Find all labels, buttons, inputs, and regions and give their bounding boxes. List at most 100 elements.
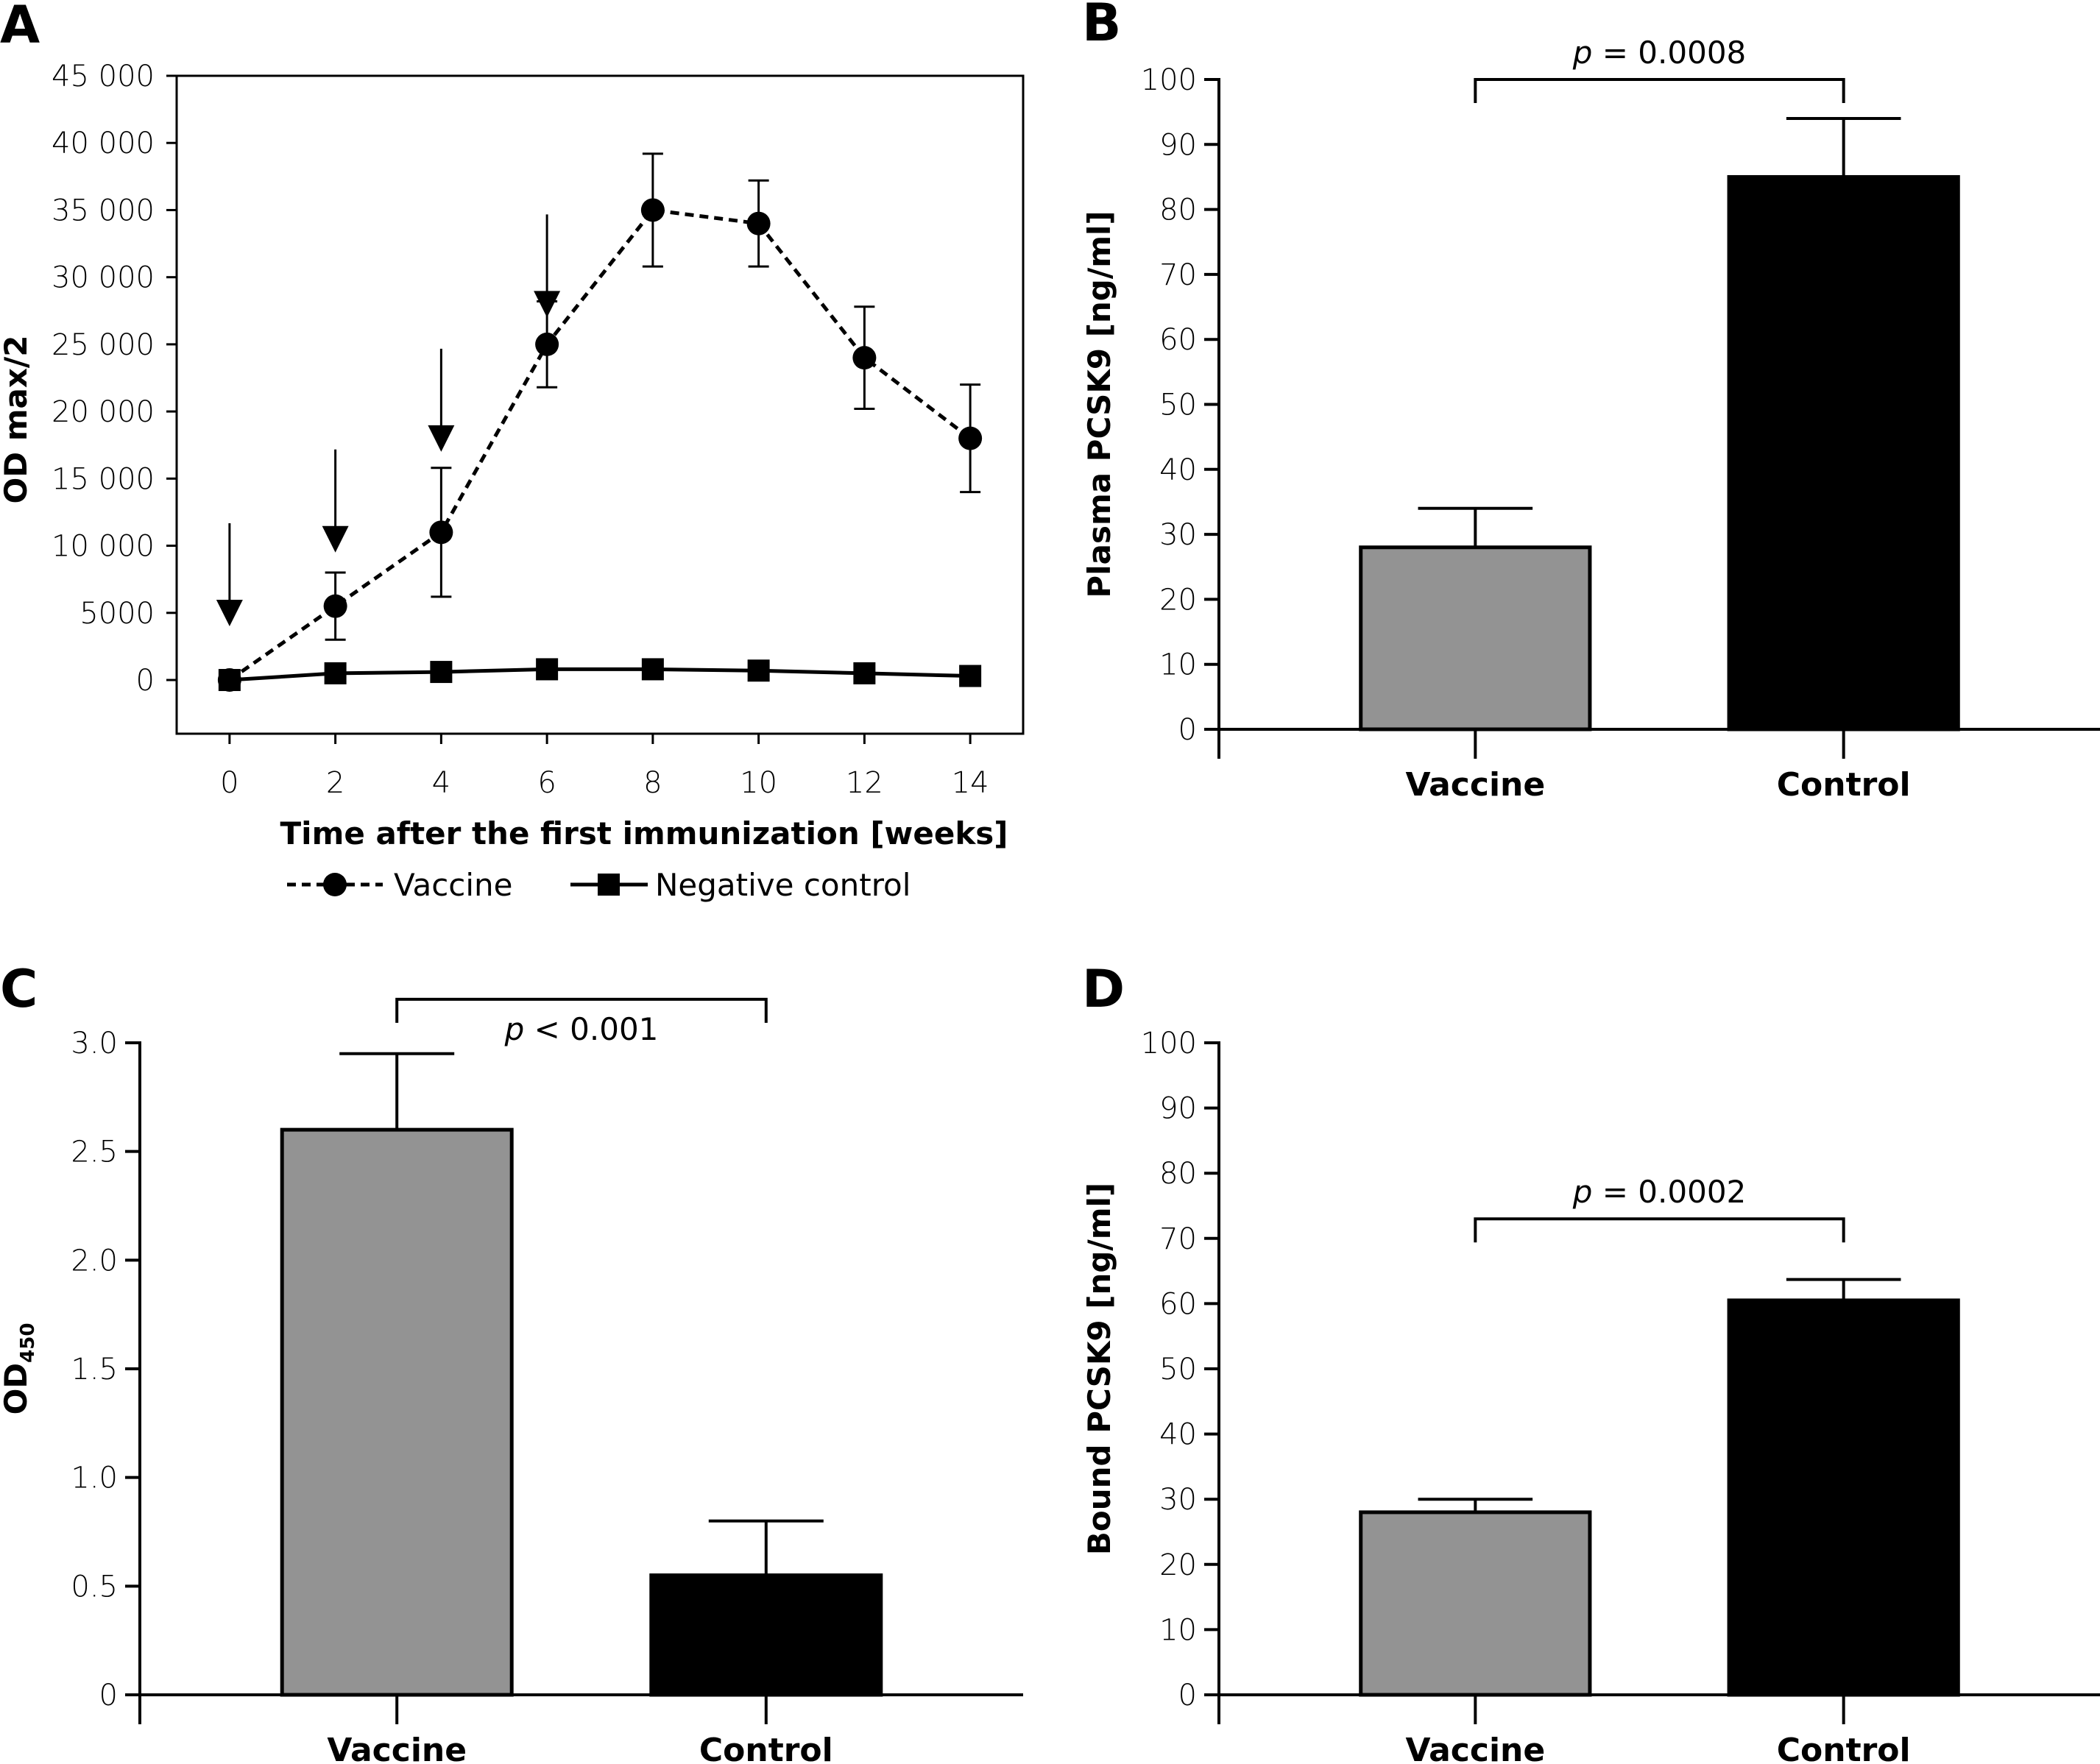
y-tick-label: 45 000	[52, 60, 155, 93]
y-tick-label: 30 000	[52, 261, 155, 295]
immunization-arrow-head	[428, 425, 455, 452]
vaccine-point	[746, 211, 771, 235]
y-tick-label: 2.5	[71, 1136, 118, 1169]
y-tick-label: 3.0	[71, 1027, 118, 1060]
y-tick-label: 25 000	[52, 328, 155, 362]
panel-label-a: A	[0, 0, 40, 55]
y-tick-label: 40	[1159, 1418, 1197, 1452]
y-tick-label: 0	[1178, 1679, 1197, 1712]
p-value-text: < 0.001	[524, 1011, 658, 1047]
bar-vaccine	[280, 1127, 514, 1697]
p-symbol: p	[1572, 35, 1593, 71]
vaccine-point	[535, 332, 559, 356]
panel-b: B 0 10 20 30 40 50 60 70 80 90 100 Vaccine Control p =…	[1081, 0, 2100, 804]
negative-control-point	[747, 659, 770, 682]
vaccine-line	[228, 208, 972, 682]
bar-control	[649, 1573, 883, 1697]
y-axis-label: Bound PCSK9 [ng/ml]	[1081, 1183, 1117, 1555]
negative-control-point	[218, 669, 241, 692]
x-tick-label-vaccine: Vaccine	[1405, 766, 1545, 804]
x-tick-label-control: Control	[699, 1732, 833, 1764]
y-tick-label: 35 000	[52, 194, 155, 227]
y-axis-label: OD max/2	[0, 336, 34, 504]
p-symbol: p	[1572, 1174, 1593, 1210]
y-tick-label: 90	[1159, 1092, 1197, 1126]
legend-control-marker	[598, 874, 620, 896]
y-tick-label: 80	[1159, 1157, 1197, 1191]
negative-control-point	[430, 661, 453, 684]
y-tick-label: 90	[1159, 128, 1197, 162]
panel-label-b: B	[1082, 0, 1121, 53]
y-tick-label: 10 000	[52, 530, 155, 564]
y-tick-label: 70	[1159, 1222, 1197, 1256]
y-tick-label: 20 000	[52, 395, 155, 429]
plot-frame	[175, 74, 1025, 735]
y-tick-label: 50	[1159, 1353, 1197, 1386]
y-tick-label: 0	[99, 1679, 118, 1712]
significance-bracket	[1474, 1217, 1845, 1243]
vaccine-point	[640, 198, 665, 222]
p-value-label: p < 0.001	[504, 1011, 659, 1047]
y-axis-label: Plasma PCSK9 [ng/ml]	[1081, 210, 1117, 598]
x-tick-label: 2	[326, 766, 344, 800]
vaccine-point	[852, 346, 877, 370]
y-axis-label: OD450	[0, 1323, 39, 1415]
y-tick-label: 100	[1141, 63, 1197, 97]
y-tick-label: 20	[1159, 1548, 1197, 1582]
x-tick-label: 0	[220, 766, 238, 800]
x-tick-label-vaccine: Vaccine	[327, 1732, 467, 1764]
y-tick-label: 30	[1159, 518, 1197, 552]
y-tick-label: 60	[1159, 1287, 1197, 1321]
y-tick-label: 100	[1141, 1027, 1197, 1060]
legend-vaccine-label: Vaccine	[394, 867, 513, 903]
y-tick-label: 0	[1178, 713, 1197, 747]
y-tick-label: 40 000	[52, 127, 155, 160]
y-axis-label-main: Plasma PCSK9 [ng/ml]	[1081, 210, 1117, 598]
x-axis-label: Time after the first immunization [weeks…	[280, 815, 1008, 851]
bar-vaccine	[1359, 545, 1592, 732]
legend-vaccine-marker	[323, 873, 347, 896]
y-tick-label: 80	[1159, 194, 1197, 227]
negative-control-point	[536, 658, 559, 681]
bar-control	[1727, 1298, 1960, 1697]
y-tick-label: 10	[1159, 1613, 1197, 1647]
bar-control	[1727, 174, 1960, 732]
negative-control-line	[229, 667, 971, 682]
x-tick-label: 14	[952, 766, 989, 800]
vaccine-point	[323, 594, 347, 618]
x-tick-label: 6	[537, 766, 556, 800]
p-value-text: = 0.0008	[1592, 35, 1746, 71]
immunization-arrow-head	[216, 600, 243, 627]
x-tick-label: 10	[740, 766, 777, 800]
y-tick-label: 1.5	[71, 1353, 118, 1386]
x-tick-label: 4	[432, 766, 450, 800]
y-tick-label: 5000	[79, 597, 155, 631]
y-tick-label: 40	[1159, 453, 1197, 487]
negative-control-point	[853, 662, 876, 684]
immunization-arrow-head	[322, 525, 349, 553]
y-axis-label-subscript: 450	[17, 1323, 39, 1363]
significance-bracket	[395, 997, 768, 1023]
y-tick-label: 1.0	[71, 1462, 118, 1495]
panel-a: A 0 5000 10 000 15 000 20 000 25 000 30 000 35 0…	[0, 0, 1025, 903]
p-value-text: = 0.0002	[1592, 1174, 1746, 1210]
vaccine-point	[429, 520, 453, 545]
x-tick-label-control: Control	[1777, 766, 1911, 804]
y-tick-label: 2.0	[71, 1244, 118, 1278]
bar-vaccine	[1359, 1510, 1592, 1697]
y-tick-label: 0.5	[71, 1570, 118, 1604]
panel-label-c: C	[0, 959, 38, 1019]
panel-c: C 0 0.5 1.0 1.5 2.0 2.5 3.0 Vaccine Control p < 0.…	[0, 959, 1023, 1764]
y-tick-label: 20	[1159, 583, 1197, 617]
vaccine-point	[958, 426, 983, 450]
x-tick-label: 8	[643, 766, 662, 800]
negative-control-point	[324, 662, 347, 684]
negative-control-point	[641, 658, 664, 681]
negative-control-point	[959, 665, 982, 687]
y-tick-label: 70	[1159, 258, 1197, 292]
legend-control-label: Negative control	[655, 867, 911, 903]
x-tick-label: 12	[846, 766, 883, 800]
y-axis-label-main: OD	[0, 1363, 34, 1415]
x-tick-label-control: Control	[1777, 1732, 1911, 1764]
